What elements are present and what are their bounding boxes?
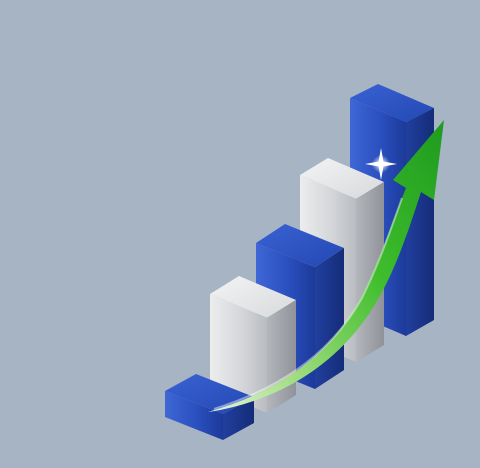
- bar-1: [165, 374, 254, 440]
- sparkle-icon: [365, 148, 397, 180]
- growth-arrow-icon: [208, 120, 444, 412]
- bar-2: [210, 276, 296, 413]
